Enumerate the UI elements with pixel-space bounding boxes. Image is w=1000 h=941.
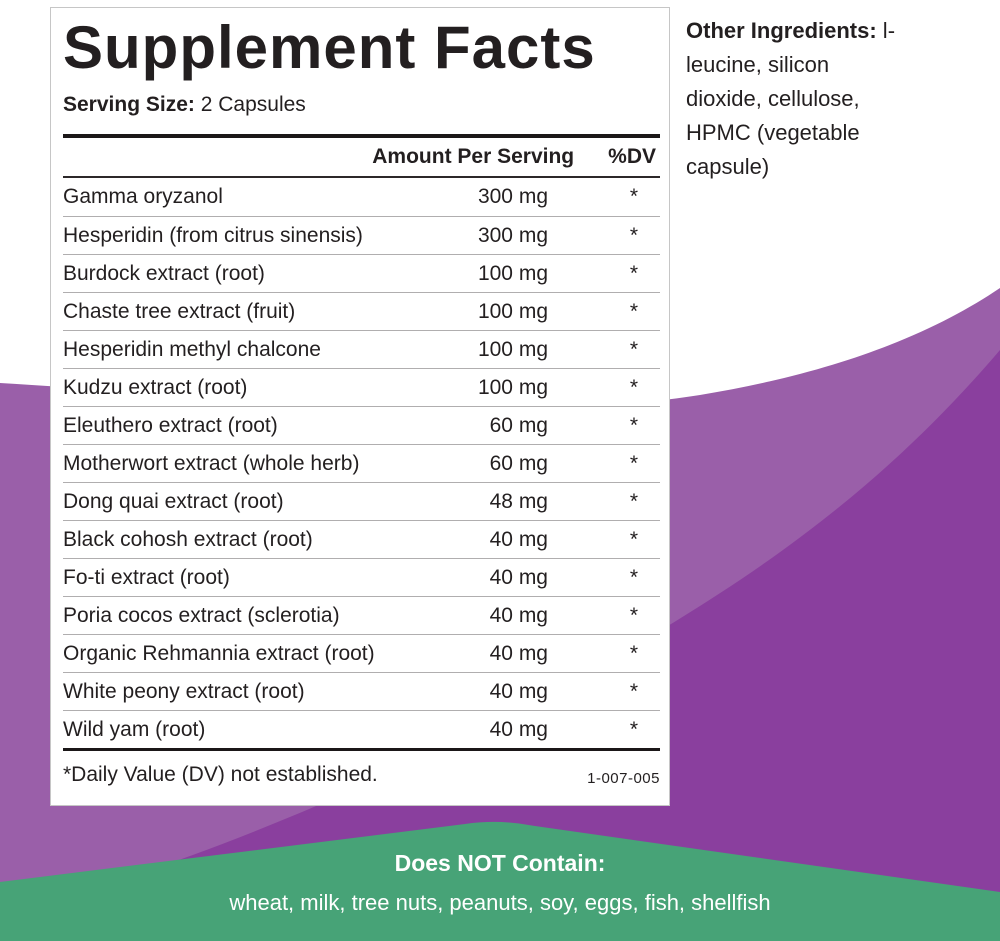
table-row: Chaste tree extract (fruit) 100 mg * — [63, 292, 660, 330]
table-row: Eleuthero extract (root) 60 mg * — [63, 406, 660, 444]
ingredient-amount: 300 mg — [477, 223, 548, 247]
ingredient-amount: 100 mg — [477, 375, 548, 399]
table-row: Organic Rehmannia extract (root) 40 mg * — [63, 634, 660, 672]
table-row: Motherwort extract (whole herb) 60 mg * — [63, 444, 660, 482]
allergen-banner: Does NOT Contain: wheat, milk, tree nuts… — [0, 850, 1000, 916]
other-ingredients-label: Other Ingredients: — [686, 18, 877, 43]
ingredient-name: Organic Rehmannia extract (root) — [63, 641, 375, 665]
supplement-facts-panel: Supplement Facts Serving Size: 2 Capsule… — [50, 7, 670, 806]
serving-size-label: Serving Size: — [63, 93, 195, 116]
column-header-dv: %DV — [608, 145, 656, 168]
ingredient-name: Eleuthero extract (root) — [63, 413, 278, 437]
serving-size-line: Serving Size: 2 Capsules — [63, 91, 660, 119]
ingredient-dv: * — [629, 679, 638, 703]
table-row: Hesperidin methyl chalcone 100 mg * — [63, 330, 660, 368]
ingredient-dv: * — [629, 413, 638, 437]
ingredient-dv: * — [629, 717, 638, 741]
ingredient-dv: * — [629, 489, 638, 513]
ingredient-amount: 300 mg — [477, 185, 548, 208]
ingredient-amount: 100 mg — [477, 299, 548, 323]
other-ingredients-block: Other Ingredients: l-leucine, silicon di… — [686, 14, 910, 184]
table-row: Kudzu extract (root) 100 mg * — [63, 368, 660, 406]
ingredient-dv: * — [629, 185, 638, 208]
ingredient-dv: * — [629, 603, 638, 627]
ingredient-amount: 40 mg — [489, 527, 548, 551]
ingredient-name: Hesperidin (from citrus sinensis) — [63, 223, 363, 247]
ingredient-amount: 40 mg — [489, 565, 548, 589]
ingredient-dv: * — [629, 641, 638, 665]
table-row: Black cohosh extract (root) 40 mg * — [63, 520, 660, 558]
ingredient-amount: 60 mg — [489, 413, 548, 437]
ingredient-dv: * — [629, 565, 638, 589]
table-row: Dong quai extract (root) 48 mg * — [63, 482, 660, 520]
ingredient-dv: * — [629, 223, 638, 247]
table-row: Fo-ti extract (root) 40 mg * — [63, 558, 660, 596]
ingredient-amount: 40 mg — [489, 603, 548, 627]
ingredient-dv: * — [629, 527, 638, 551]
table-row: Hesperidin (from citrus sinensis) 300 mg… — [63, 216, 660, 254]
divider-footnote — [63, 748, 660, 751]
ingredient-name: Black cohosh extract (root) — [63, 527, 313, 551]
ingredient-amount: 60 mg — [489, 451, 548, 475]
column-header-amount: Amount Per Serving — [372, 145, 575, 168]
ingredient-dv: * — [629, 451, 638, 475]
ingredient-name: Hesperidin methyl chalcone — [63, 337, 321, 361]
table-row: Gamma oryzanol 300 mg * — [63, 178, 660, 216]
table-header: Amount Per Serving %DV — [63, 138, 660, 176]
ingredient-name: Kudzu extract (root) — [63, 375, 248, 399]
ingredient-name: Gamma oryzanol — [63, 185, 223, 208]
ingredient-name: Poria cocos extract (sclerotia) — [63, 603, 340, 627]
ingredient-amount: 48 mg — [489, 489, 548, 513]
ingredient-rows: Gamma oryzanol 300 mg * Hesperidin (from… — [63, 178, 660, 748]
product-code: 1-007-005 — [587, 770, 660, 787]
ingredient-dv: * — [629, 261, 638, 285]
ingredient-amount: 100 mg — [477, 261, 548, 285]
ingredient-dv: * — [629, 375, 638, 399]
footnote-area: *Daily Value (DV) not established. 1-007… — [63, 751, 660, 793]
panel-title: Supplement Facts — [63, 14, 596, 81]
serving-size-value: 2 Capsules — [200, 93, 306, 116]
table-row: Poria cocos extract (sclerotia) 40 mg * — [63, 596, 660, 634]
ingredient-name: Motherwort extract (whole herb) — [63, 451, 360, 475]
ingredient-name: Chaste tree extract (fruit) — [63, 299, 296, 323]
ingredient-name: Burdock extract (root) — [63, 261, 265, 285]
divider-thick — [63, 134, 660, 138]
other-ingredients-text: l-leucine, silicon dioxide, cellulose, H… — [686, 18, 896, 179]
green-banner-shape — [0, 821, 1000, 941]
table-row: Burdock extract (root) 100 mg * — [63, 254, 660, 292]
ingredient-amount: 40 mg — [489, 717, 548, 741]
ingredient-name: White peony extract (root) — [63, 679, 305, 703]
table-row: Wild yam (root) 40 mg * — [63, 710, 660, 748]
dark-purple-wave — [0, 350, 1000, 941]
ingredient-name: Dong quai extract (root) — [63, 489, 284, 513]
ingredient-name: Wild yam (root) — [63, 717, 206, 741]
allergen-heading: Does NOT Contain: — [394, 850, 606, 876]
ingredient-dv: * — [629, 337, 638, 361]
ingredient-name: Fo-ti extract (root) — [63, 565, 230, 589]
dv-footnote: *Daily Value (DV) not established. — [63, 763, 378, 786]
ingredient-amount: 40 mg — [489, 641, 548, 665]
ingredient-amount: 100 mg — [477, 337, 548, 361]
ingredient-dv: * — [629, 299, 638, 323]
divider-header — [63, 176, 660, 178]
allergen-items: wheat, milk, tree nuts, peanuts, soy, eg… — [229, 890, 771, 915]
ingredient-amount: 40 mg — [489, 679, 548, 703]
table-row: White peony extract (root) 40 mg * — [63, 672, 660, 710]
